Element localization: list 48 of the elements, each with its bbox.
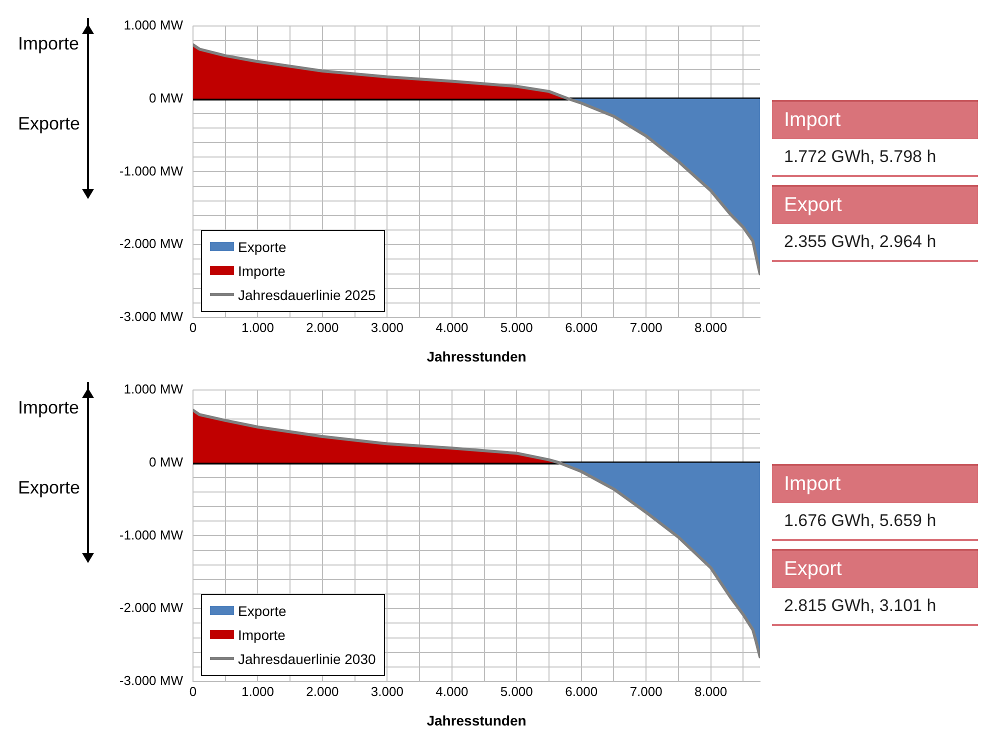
legend-label: Importe (238, 262, 286, 279)
x-tick-label: 5.000 (500, 684, 533, 699)
text: Importe (18, 398, 80, 419)
y-tick-label: -1.000 MW (119, 527, 184, 542)
x-tick-label: 4.000 (436, 320, 468, 335)
x-tick-label: 8.000 (694, 684, 728, 699)
y-tick-label: 1.000 MW (124, 17, 184, 32)
x-tick-label: 2.000 (306, 684, 339, 699)
x-tick-label: 2.000 (306, 320, 339, 335)
text: Import (772, 100, 978, 139)
y-tick-label: -1.000 MW (119, 163, 184, 178)
text: 1.772 GWh, 5.798 h (772, 138, 978, 177)
text: 2.815 GWh, 3.101 h (772, 588, 978, 626)
x-tick-label: 7.000 (630, 684, 662, 699)
y-tick-label: 1.000 MW (124, 381, 184, 396)
x-tick-label: 8.000 (694, 320, 728, 335)
x-tick-label: 6.000 (565, 684, 598, 699)
text: Exporte (18, 478, 80, 499)
y-tick-label: -3.000 MW (119, 309, 184, 324)
text: 1.676 GWh, 5.659 h (772, 502, 978, 541)
text: Importe (18, 34, 80, 55)
text: Import (772, 464, 978, 503)
text: Export (772, 184, 978, 224)
x-tick-label: 7.000 (630, 320, 662, 335)
x-tick-label: 1.000 (241, 320, 274, 335)
x-tick-label: 1.000 (241, 684, 274, 699)
x-tick-label: 5.000 (500, 320, 533, 335)
x-axis-title: Jahresstunden (426, 348, 526, 364)
legend-label: Importe (238, 626, 286, 643)
y-tick-label: 0 MW (149, 454, 184, 470)
x-tick-label: 0 (189, 684, 197, 699)
text: 2.355 GWh, 2.964 h (772, 224, 978, 262)
legend-label: Exporte (238, 602, 286, 619)
x-tick-label: 3.000 (370, 684, 404, 699)
y-tick-label: -2.000 MW (119, 236, 184, 252)
text: Exporte (18, 114, 80, 135)
x-axis-title: Jahresstunden (426, 712, 526, 728)
y-tick-label: -3.000 MW (119, 673, 184, 688)
legend-label: Exporte (238, 238, 286, 255)
y-tick-label: 0 MW (149, 90, 184, 106)
x-tick-label: 3.000 (370, 320, 404, 335)
legend-label: Jahresdauerlinie 2025 (238, 286, 376, 303)
x-tick-label: 0 (189, 320, 197, 335)
legend-label: Jahresdauerlinie 2030 (238, 650, 376, 667)
x-tick-label: 4.000 (436, 684, 468, 699)
x-tick-label: 6.000 (565, 320, 598, 335)
text: Export (772, 548, 978, 588)
y-tick-label: -2.000 MW (119, 600, 184, 616)
